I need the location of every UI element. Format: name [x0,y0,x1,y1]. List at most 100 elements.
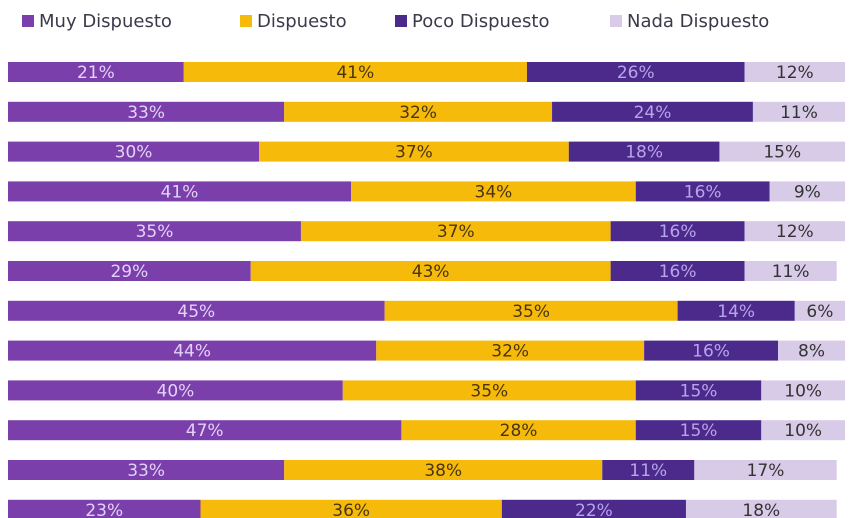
legend-swatch [395,15,407,27]
bar-segment [259,141,569,162]
legend-label: Nada Dispuesto [627,11,769,32]
bar-segment [8,380,343,401]
bar-segment [744,221,845,242]
bar-segment [752,101,845,122]
value-label: 40% [157,381,195,401]
bar-segment [8,221,301,242]
bar-segment [8,420,402,441]
value-label: 16% [684,182,722,202]
value-label: 35% [470,381,508,401]
bar-segment [744,261,837,281]
value-label: 9% [794,182,821,202]
bar-segment [761,380,845,401]
value-label: 14% [717,302,755,322]
bar-segment [200,499,502,518]
legend-label: Muy Dispuesto [39,11,172,32]
bar-segment [8,300,385,321]
value-label: 24% [634,103,672,123]
value-label: 16% [692,342,730,362]
value-label: 18% [742,501,780,518]
bar-segment [8,141,260,162]
value-label: 41% [336,63,374,83]
value-label: 16% [659,262,697,282]
value-label: 47% [186,421,224,441]
bar-segment [761,420,845,441]
bar-segment [526,62,745,82]
value-label: 16% [659,222,697,242]
value-label: 15% [680,421,718,441]
bar-segment [284,460,603,480]
bar-segment [635,380,762,401]
bar-segment [8,62,184,82]
value-label: 32% [491,342,529,362]
bar-segment [610,261,745,281]
bar-segment [552,101,753,122]
value-label: 38% [424,461,462,481]
value-label: 12% [776,222,814,242]
value-label: 43% [412,262,450,282]
bar-segment [778,340,845,361]
legend-swatch [610,15,622,27]
value-label: 35% [136,222,174,242]
value-label: 11% [780,103,818,123]
legend-swatch [240,15,252,27]
bar-segment [376,340,645,361]
bar-segment [635,420,762,441]
value-label: 8% [798,342,825,362]
value-label: 12% [776,63,814,83]
value-label: 10% [784,421,822,441]
bar-segment [384,300,678,321]
bar-segment [284,101,553,122]
value-label: 15% [763,143,801,163]
bar-segment [342,380,636,401]
bar-segment [351,181,636,202]
value-label: 36% [332,501,370,518]
bar-segment [300,221,611,242]
bar-segment [610,221,745,242]
value-label: 44% [173,342,211,362]
value-label: 32% [399,103,437,123]
bar-segment [644,340,779,361]
bar-segment [635,181,770,202]
bar-segment [401,420,636,441]
bar-segment [8,261,251,281]
bar-segment [568,141,720,162]
bar-segment [602,460,695,480]
value-label: 10% [784,381,822,401]
value-label: 37% [395,143,433,163]
value-label: 35% [512,302,550,322]
value-label: 11% [629,461,667,481]
bar-segment [250,261,611,281]
value-label: 33% [127,461,165,481]
bar-segment [8,181,352,202]
value-label: 17% [747,461,785,481]
bar-segment [694,460,837,480]
legend-label: Poco Dispuesto [412,11,549,32]
value-label: 26% [617,63,655,83]
bar-segment [8,460,285,480]
value-label: 30% [115,143,153,163]
bar-segment [8,340,377,361]
value-label: 41% [161,182,199,202]
bar-segment [8,101,285,122]
bar-segment [744,62,845,82]
bar-segment [8,499,201,518]
value-label: 45% [177,302,215,322]
bar-segment [685,499,837,518]
bar-segment [183,62,527,82]
value-label: 33% [127,103,165,123]
bar-segment [677,300,795,321]
bar-segment [769,181,845,202]
value-label: 37% [437,222,475,242]
bar-segment [719,141,845,162]
bar-segment [501,499,686,518]
legend-swatch [22,15,34,27]
bar-segment [794,300,845,321]
value-label: 21% [77,63,115,83]
value-label: 23% [85,501,123,518]
value-label: 6% [806,302,833,322]
value-label: 34% [475,182,513,202]
value-label: 15% [680,381,718,401]
value-label: 22% [575,501,613,518]
